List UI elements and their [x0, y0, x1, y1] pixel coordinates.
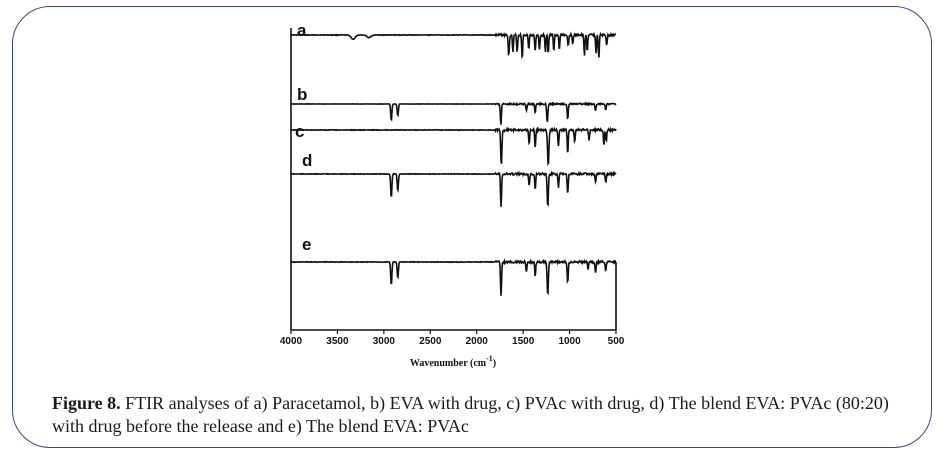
spectrum-line-d — [290, 170, 617, 207]
chart-axes — [290, 28, 617, 334]
x-tick-labels: 4000 3500 3000 2500 2000 1500 1000 500 — [280, 336, 625, 347]
x-tick-label: 4000 — [280, 336, 303, 347]
x-tick-label: 3000 — [373, 336, 396, 347]
x-tick-label: 500 — [608, 336, 625, 347]
x-tick-label: 3500 — [326, 336, 349, 347]
x-tick-label: 1500 — [512, 336, 535, 347]
trace-label-a: a — [297, 21, 307, 40]
spectrum-line-b — [290, 101, 617, 125]
chart-series: a bcd e — [290, 21, 617, 296]
spectrum-line-c — [290, 126, 617, 166]
figure-caption: Figure 8. FTIR analyses of a) Paracetamo… — [52, 392, 912, 438]
ftir-chart: a bcd e 4000 3500 3000 2500 2000 1500 1000 500 Wa… — [280, 21, 625, 369]
x-tick-label: 2000 — [466, 336, 489, 347]
trace-label-b: b — [297, 85, 307, 104]
figure-frame — [12, 6, 932, 448]
figure-label: Figure 8. — [52, 393, 121, 413]
x-tick-label: 2500 — [419, 336, 442, 347]
trace-label-e: e — [302, 235, 311, 254]
trace-label-d: d — [302, 151, 312, 170]
trace-label-c: c — [295, 122, 304, 141]
spectrum-line-e — [290, 257, 617, 296]
spectrum-line-a — [291, 31, 616, 60]
x-axis-label: Wavenumber (cm-1) — [410, 354, 496, 369]
x-tick-label: 1000 — [558, 336, 581, 347]
caption-text: FTIR analyses of a) Paracetamol, b) EVA … — [52, 393, 889, 436]
